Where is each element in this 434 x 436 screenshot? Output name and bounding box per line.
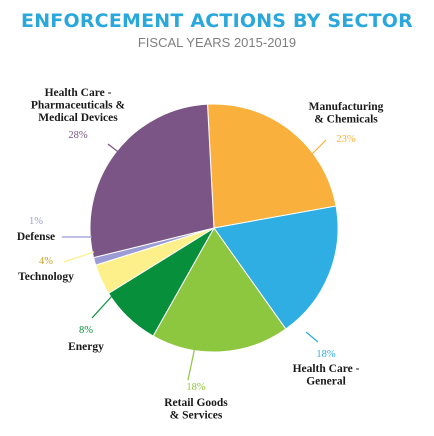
slice-label-technology: Technology <box>18 271 74 283</box>
chart-title: ENFORCEMENT ACTIONS BY SECTOR <box>21 10 413 32</box>
leader-line-health-care-general <box>305 331 319 343</box>
slice-label-manufacturing-chemicals: Manufacturing & Chemicals <box>309 101 384 126</box>
leader-line-manufacturing-chemicals <box>305 139 327 161</box>
leader-line-health-care-pharmaceuticals-medical-devices <box>107 143 127 159</box>
pie-slice-health-care-general <box>213 205 339 330</box>
slice-value-defense: 1% <box>29 216 43 227</box>
slice-label-energy: Energy <box>68 341 104 353</box>
pie-slice-retail-goods-services <box>152 227 287 353</box>
slice-value-health-care-pharmaceuticals-medical-devices: 28% <box>68 130 88 141</box>
leader-line-retail-goods-services <box>187 341 197 381</box>
slice-value-health-care-general: 18% <box>316 349 336 360</box>
slice-label-health-care-general: Health Care -General <box>293 363 360 388</box>
leader-line-technology <box>63 251 95 263</box>
slice-label-health-care-pharmaceuticals-medical-devices: Health Care -Pharmaceuticals & Medical De… <box>31 87 126 124</box>
slice-value-retail-goods-services: 18% <box>186 382 206 393</box>
pie-slice-manufacturing-chemicals <box>206 103 337 229</box>
slice-label-defense: Defense <box>17 231 55 243</box>
slice-value-manufacturing-chemicals: 23% <box>336 134 356 145</box>
slice-value-technology: 4% <box>39 256 53 267</box>
pie-slice-health-care-pharmaceuticals-medical-devices <box>89 103 215 259</box>
leader-line-energy <box>91 295 113 319</box>
slice-value-energy: 8% <box>79 325 93 336</box>
chart-subtitle: FISCAL YEARS 2015-2019 <box>137 35 297 50</box>
slice-label-retail-goods-services: Retail Goods & Services <box>164 397 228 422</box>
